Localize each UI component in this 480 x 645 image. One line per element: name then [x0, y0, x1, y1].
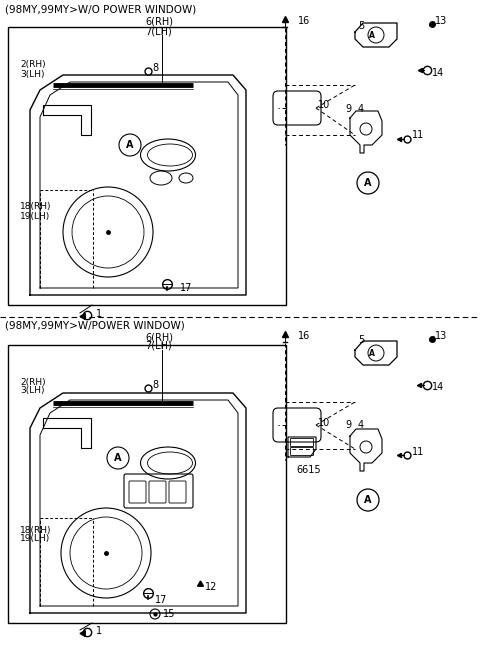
Bar: [8, 27, 286, 305]
Text: 2(RH): 2(RH): [20, 61, 46, 70]
Text: 11: 11: [412, 447, 424, 457]
Text: 8: 8: [152, 63, 158, 73]
Bar: [8, 345, 286, 623]
Text: (98MY,99MY>W/O POWER WINDOW): (98MY,99MY>W/O POWER WINDOW): [5, 4, 196, 14]
Text: 11: 11: [412, 130, 424, 140]
Text: 5: 5: [358, 21, 364, 31]
Text: 5: 5: [358, 335, 364, 345]
Text: 16: 16: [298, 331, 310, 341]
Text: 7(LH): 7(LH): [145, 26, 172, 36]
Text: A: A: [364, 495, 372, 505]
Text: 14: 14: [432, 68, 444, 78]
Text: 9: 9: [345, 420, 351, 430]
Text: 2(RH): 2(RH): [20, 377, 46, 386]
Text: 9: 9: [345, 104, 351, 114]
Text: 10: 10: [318, 418, 330, 428]
Text: 4: 4: [358, 420, 364, 430]
Text: 3(LH): 3(LH): [20, 386, 45, 395]
Text: 19(LH): 19(LH): [20, 535, 50, 544]
Text: (98MY,99MY>W/POWER WINDOW): (98MY,99MY>W/POWER WINDOW): [5, 320, 185, 330]
Text: 7(LH): 7(LH): [145, 341, 172, 351]
Text: 18(RH): 18(RH): [20, 203, 51, 212]
Text: 17: 17: [155, 595, 168, 605]
Text: A: A: [364, 178, 372, 188]
Text: 6(RH): 6(RH): [145, 332, 173, 342]
Text: 17: 17: [180, 283, 192, 293]
Text: A: A: [369, 348, 375, 357]
Text: 13: 13: [435, 331, 447, 341]
Text: 15: 15: [163, 609, 175, 619]
Text: 8: 8: [152, 380, 158, 390]
Text: 19(LH): 19(LH): [20, 212, 50, 221]
Text: 14: 14: [432, 382, 444, 392]
Text: 1: 1: [96, 309, 102, 319]
Text: 13: 13: [435, 16, 447, 26]
Text: 10: 10: [318, 100, 330, 110]
Text: 12: 12: [205, 582, 217, 592]
Text: A: A: [369, 30, 375, 39]
Text: 18(RH): 18(RH): [20, 526, 51, 535]
Text: 1: 1: [96, 626, 102, 636]
Text: 16: 16: [298, 16, 310, 26]
Text: A: A: [114, 453, 122, 463]
Text: 4: 4: [358, 104, 364, 114]
Text: 6(RH): 6(RH): [145, 17, 173, 27]
Text: 3(LH): 3(LH): [20, 70, 45, 79]
Text: 6615: 6615: [296, 465, 321, 475]
Text: A: A: [126, 140, 134, 150]
